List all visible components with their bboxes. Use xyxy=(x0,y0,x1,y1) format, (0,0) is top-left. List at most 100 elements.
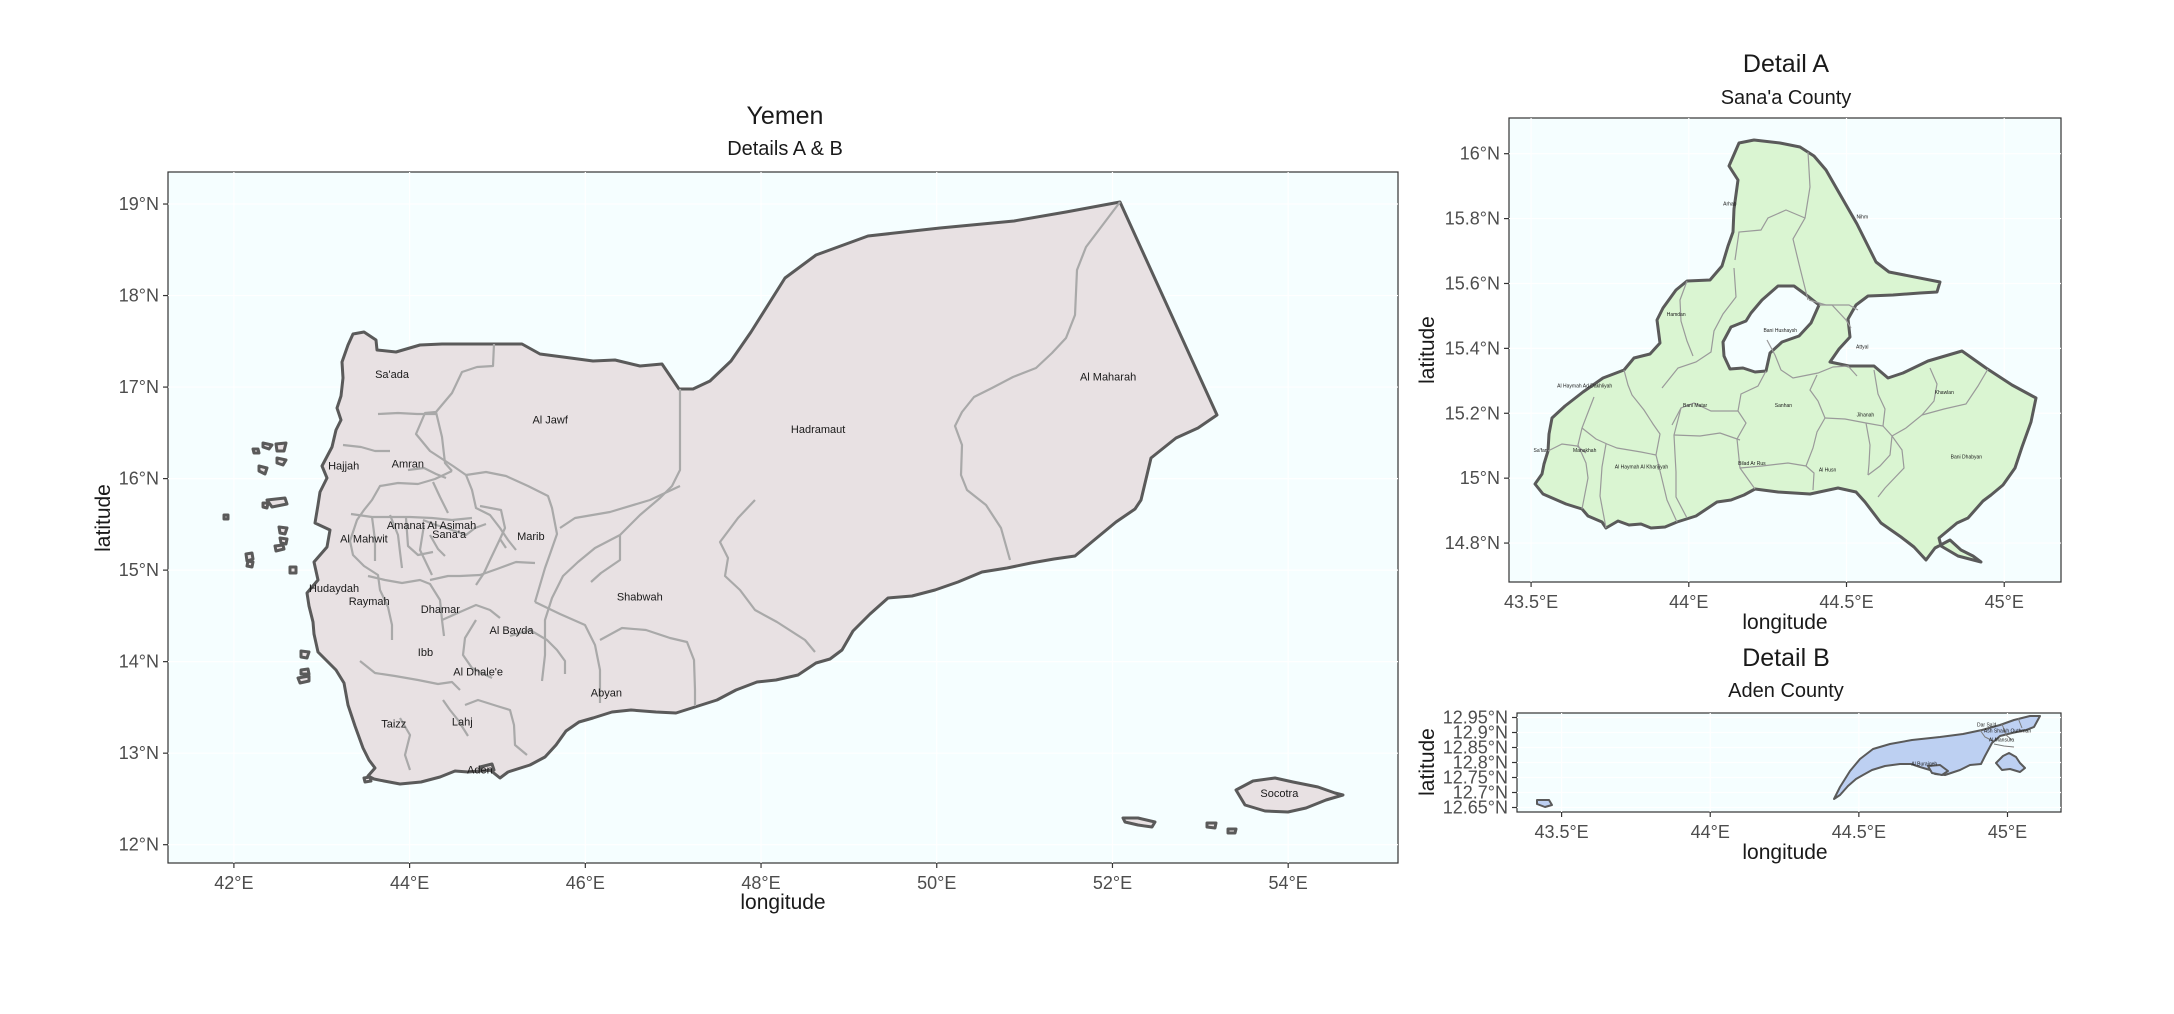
region-label: Ibb xyxy=(418,647,433,659)
region-label: Sana'a xyxy=(432,529,467,541)
aden-west-islet xyxy=(1536,799,1553,808)
detail-b-x-axis: 43.5°E 44°E 44.5°E 45°E xyxy=(1534,812,2027,842)
detail-a-labels: Arhab Nihm Hamdan Bani Hushaysh Attyal Al Hay… xyxy=(1534,202,1983,474)
region-label: Marib xyxy=(517,531,545,543)
region-label: Sa'ada xyxy=(375,369,410,381)
region-label: Hudaydah xyxy=(309,583,359,595)
y-tick-label: 15.6°N xyxy=(1445,273,1500,293)
detail-a-subtitle: Sana'a County xyxy=(1721,87,1852,109)
district-label: Sa'fan xyxy=(1534,448,1548,454)
district-label: Bani Dhabyan xyxy=(1951,455,1983,461)
district-label: Attyal xyxy=(1856,344,1869,350)
x-tick-label: 44.5°E xyxy=(1819,592,1873,612)
detail-a-y-axis-title: latitude xyxy=(1416,316,1439,384)
region-label: Socotra xyxy=(1260,788,1299,800)
y-tick-label: 15°N xyxy=(1460,468,1500,488)
district-label: Al Mansura xyxy=(1989,738,2015,744)
x-tick-label: 44°E xyxy=(390,873,429,893)
y-tick-label: 12°N xyxy=(119,835,159,855)
region-label: Hadramaut xyxy=(791,424,845,436)
yemen-mainland-outline xyxy=(305,200,1219,786)
y-tick-label: 12.7°N xyxy=(1453,783,1508,803)
socotra-island xyxy=(1234,776,1345,814)
small-island xyxy=(1205,821,1218,830)
main-map-labels: Sa'ada Al Jawf Hadramaut Al Maharah Hajjah Am… xyxy=(309,369,1299,800)
main-map-x-axis-title: longitude xyxy=(740,891,825,914)
region-label: Al Dhale'e xyxy=(453,666,503,678)
district-label: Dar Sa'd xyxy=(1977,723,1997,729)
y-tick-label: 12.75°N xyxy=(1443,768,1508,788)
y-tick-label: 15.8°N xyxy=(1445,209,1500,229)
x-tick-label: 48°E xyxy=(741,873,780,893)
x-tick-label: 52°E xyxy=(1093,873,1132,893)
y-tick-label: 12.65°N xyxy=(1443,798,1508,818)
y-tick-label: 12.85°N xyxy=(1443,738,1508,758)
x-tick-label: 45°E xyxy=(1985,592,2024,612)
region-label: Al Bayda xyxy=(490,625,535,637)
region-label: Aden xyxy=(467,764,493,776)
region-label: Amanat Al Asimah xyxy=(387,520,476,532)
region-label: Abyan xyxy=(591,687,622,699)
region-label: Al Jawf xyxy=(532,415,568,427)
district-label: Manakhah xyxy=(1573,448,1597,454)
aden-map xyxy=(1536,715,2041,808)
little-aden xyxy=(1927,764,1949,776)
x-tick-label: 43.5°E xyxy=(1504,592,1558,612)
y-tick-label: 12.8°N xyxy=(1453,753,1508,773)
region-label: Taizz xyxy=(381,719,406,731)
detail-a-title: Detail A xyxy=(1743,50,1829,78)
y-tick-label: 18°N xyxy=(119,286,159,306)
region-label: Hajjah xyxy=(328,460,359,472)
region-label: Lahj xyxy=(452,717,473,729)
detail-b-subtitle: Aden County xyxy=(1728,680,1844,702)
district-label: Bilad Ar Rus xyxy=(1738,461,1766,467)
sanaa-county-outline xyxy=(1533,138,2038,564)
district-label: Khawlan xyxy=(1935,390,1954,396)
main-map-x-axis: 42°E 44°E 46°E 48°E 50°E 52°E 54°E xyxy=(214,863,1308,893)
region-label: Dhamar xyxy=(421,604,460,616)
detail-a-x-axis-title: longitude xyxy=(1742,611,1827,634)
region-label: Al Maharah xyxy=(1080,372,1136,384)
detail-a-panel: Detail A Sana'a County xyxy=(1416,50,2062,634)
district-label: Al Haymah Ad Dakhliyah xyxy=(1557,383,1612,389)
y-tick-label: 16°N xyxy=(1460,144,1500,164)
district-label: Ash Shaikh Outhman xyxy=(1984,729,2031,735)
district-label: Bani Hushaysh xyxy=(1763,328,1797,334)
district-label: Nihm xyxy=(1856,215,1868,221)
region-label: Raymah xyxy=(349,596,390,608)
region-label: Al Mahwit xyxy=(340,534,388,546)
district-label: Arhab xyxy=(1723,202,1737,208)
aden-district-boundaries xyxy=(1979,717,2023,748)
y-tick-label: 12.9°N xyxy=(1453,723,1508,743)
x-tick-label: 44°E xyxy=(1669,592,1708,612)
yemen-map xyxy=(222,200,1345,835)
detail-a-y-axis: 14.8°N 15°N 15.2°N 15.4°N 15.6°N 15.8°N 16°N xyxy=(1445,144,1509,553)
detail-b-y-axis: 12.65°N12.7°N12.75°N12.8°N12.85°N12.9°N1… xyxy=(1443,708,1517,818)
x-tick-label: 50°E xyxy=(917,873,956,893)
y-tick-label: 17°N xyxy=(119,377,159,397)
region-label: Amran xyxy=(392,459,424,471)
y-tick-label: 16°N xyxy=(119,469,159,489)
district-label: Al Buraiqeh xyxy=(1911,762,1937,768)
detail-b-y-axis-title: latitude xyxy=(1416,728,1439,796)
x-tick-label: 54°E xyxy=(1269,873,1308,893)
district-label: Jihanah xyxy=(1857,413,1875,419)
abd-al-kuri-island xyxy=(1121,816,1157,829)
sanaa-map xyxy=(1533,138,2038,564)
district-label: Hamdan xyxy=(1667,312,1686,318)
x-tick-label: 43.5°E xyxy=(1534,822,1588,842)
district-label: Al Husn xyxy=(1819,468,1837,474)
y-tick-label: 12.95°N xyxy=(1443,708,1508,728)
main-map-y-axis-title: latitude xyxy=(92,484,115,552)
small-island xyxy=(1226,827,1238,835)
sanaa-district-boundaries xyxy=(1547,151,1989,529)
y-tick-label: 15.4°N xyxy=(1445,338,1500,358)
red-sea-islands xyxy=(222,441,496,784)
y-tick-label: 14.8°N xyxy=(1445,533,1500,553)
detail-a-x-axis: 43.5°E 44°E 44.5°E 45°E xyxy=(1504,582,2024,612)
detail-b-title: Detail B xyxy=(1742,644,1830,672)
district-label: Bani Matar xyxy=(1683,403,1708,409)
x-tick-label: 42°E xyxy=(214,873,253,893)
